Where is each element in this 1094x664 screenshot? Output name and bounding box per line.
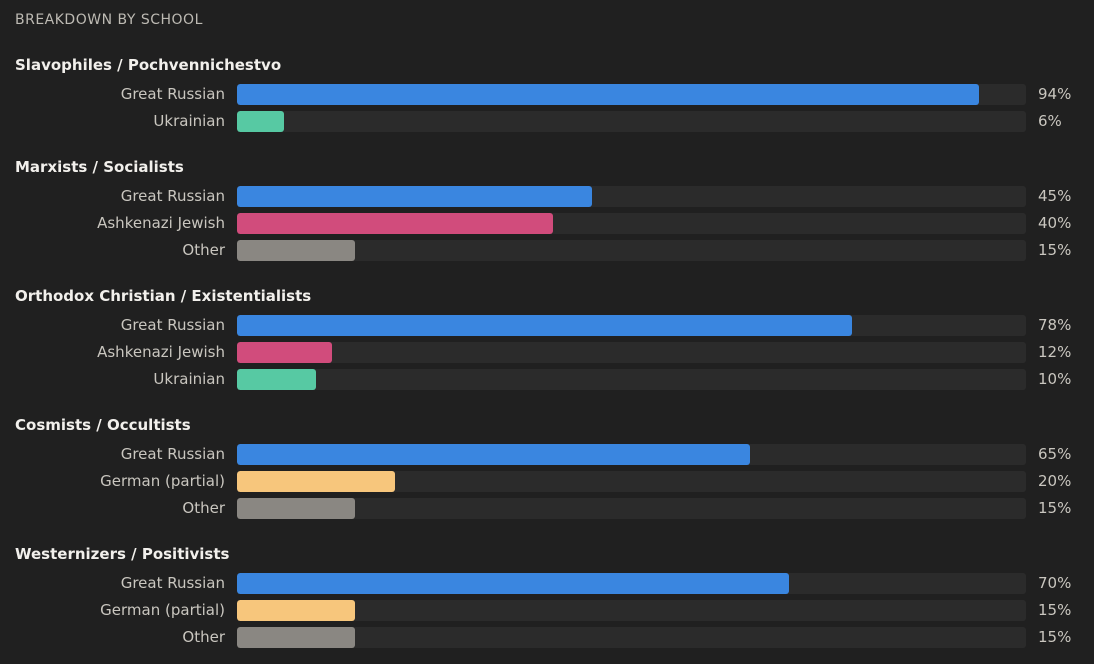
- bar-value-label: 78%: [1038, 316, 1072, 334]
- bar-track: [237, 84, 1026, 105]
- bar-row: German (partial) 20%: [0, 471, 1094, 492]
- bar-track: [237, 573, 1026, 594]
- bar-label: Ashkenazi Jewish: [97, 214, 225, 232]
- bar-track: [237, 627, 1026, 648]
- bar-value-label: 45%: [1038, 187, 1072, 205]
- bar-label: Great Russian: [120, 187, 225, 205]
- bar-fill: [237, 627, 355, 648]
- group-title: Slavophiles / Pochvennichestvo: [15, 56, 282, 74]
- bar-row: Ukrainian 6%: [0, 111, 1094, 132]
- bar-fill: [237, 84, 979, 105]
- bar-value-label: 65%: [1038, 445, 1072, 463]
- bar-label: Great Russian: [120, 85, 225, 103]
- bar-value-label: 20%: [1038, 472, 1072, 490]
- bar-fill: [237, 240, 355, 261]
- bar-track: [237, 471, 1026, 492]
- bar-value-label: 94%: [1038, 85, 1072, 103]
- bar-row: Other 15%: [0, 498, 1094, 519]
- bar-row: Great Russian 94%: [0, 84, 1094, 105]
- bar-value-label: 15%: [1038, 601, 1072, 619]
- bar-label: Ukrainian: [153, 112, 225, 130]
- page-title: BREAKDOWN BY SCHOOL: [15, 12, 203, 28]
- bar-fill: [237, 573, 789, 594]
- bar-track: [237, 111, 1026, 132]
- bar-row: Other 15%: [0, 627, 1094, 648]
- bar-row: Great Russian 78%: [0, 315, 1094, 336]
- bar-row: Ashkenazi Jewish 12%: [0, 342, 1094, 363]
- bar-fill: [237, 498, 355, 519]
- bar-row: Ukrainian 10%: [0, 369, 1094, 390]
- bar-label: Great Russian: [120, 445, 225, 463]
- bar-track: [237, 342, 1026, 363]
- bar-fill: [237, 444, 750, 465]
- bar-fill: [237, 471, 395, 492]
- bar-fill: [237, 342, 332, 363]
- bar-track: [237, 600, 1026, 621]
- bar-row: German (partial) 15%: [0, 600, 1094, 621]
- bar-track: [237, 240, 1026, 261]
- bar-label: Great Russian: [120, 316, 225, 334]
- bar-track: [237, 498, 1026, 519]
- bar-row: Ashkenazi Jewish 40%: [0, 213, 1094, 234]
- bar-value-label: 15%: [1038, 499, 1072, 517]
- bar-row: Other 15%: [0, 240, 1094, 261]
- bar-fill: [237, 186, 592, 207]
- bar-row: Great Russian 45%: [0, 186, 1094, 207]
- group-title: Westernizers / Positivists: [15, 545, 230, 563]
- bar-fill: [237, 369, 316, 390]
- bar-fill: [237, 111, 284, 132]
- bar-value-label: 15%: [1038, 628, 1072, 646]
- bar-label: Other: [182, 241, 225, 259]
- bar-value-label: 12%: [1038, 343, 1072, 361]
- group-title: Orthodox Christian / Existentialists: [15, 287, 312, 305]
- bar-value-label: 40%: [1038, 214, 1072, 232]
- bar-fill: [237, 315, 852, 336]
- bar-value-label: 10%: [1038, 370, 1072, 388]
- bar-track: [237, 213, 1026, 234]
- bar-value-label: 15%: [1038, 241, 1072, 259]
- bar-label: German (partial): [100, 601, 225, 619]
- bar-track: [237, 444, 1026, 465]
- bar-row: Great Russian 65%: [0, 444, 1094, 465]
- bar-label: Great Russian: [120, 574, 225, 592]
- bar-label: Other: [182, 628, 225, 646]
- bar-fill: [237, 213, 553, 234]
- bar-label: Ashkenazi Jewish: [97, 343, 225, 361]
- bar-track: [237, 369, 1026, 390]
- bar-fill: [237, 600, 355, 621]
- bar-label: German (partial): [100, 472, 225, 490]
- bar-label: Other: [182, 499, 225, 517]
- bar-value-label: 70%: [1038, 574, 1072, 592]
- bar-value-label: 6%: [1038, 112, 1062, 130]
- bar-label: Ukrainian: [153, 370, 225, 388]
- bar-track: [237, 315, 1026, 336]
- group-title: Marxists / Socialists: [15, 158, 184, 176]
- group-title: Cosmists / Occultists: [15, 416, 191, 434]
- bar-track: [237, 186, 1026, 207]
- bar-row: Great Russian 70%: [0, 573, 1094, 594]
